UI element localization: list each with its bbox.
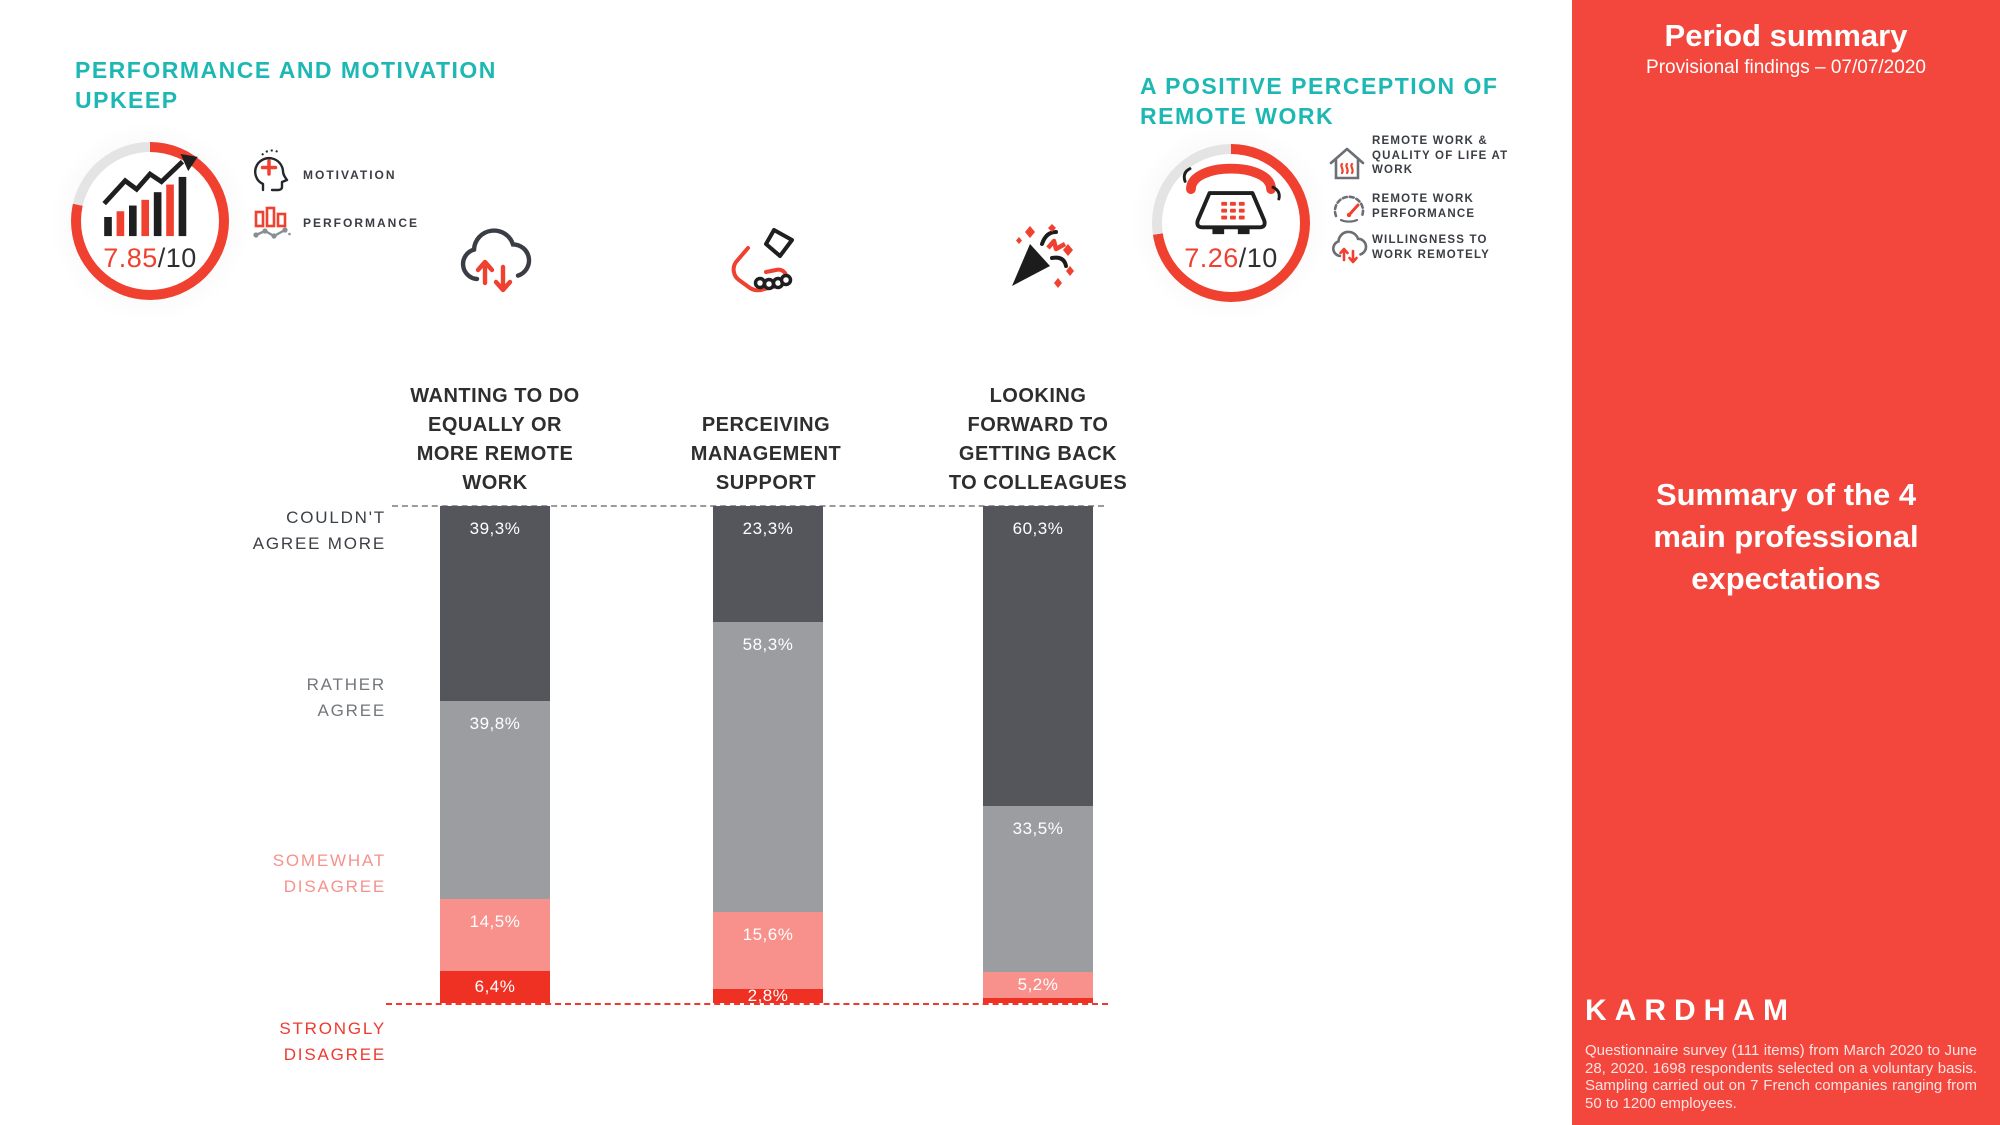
column-header: WANTING TO DO EQUALLY OR MORE REMOTE WORK [410,382,579,498]
bar-segment: 5,2% [983,972,1093,999]
right-panel-title-line2: REMOTE WORK [1140,101,1498,131]
column-header-line: LOOKING [989,385,1087,407]
column-header-line: WORK [462,472,528,494]
column-header: LOOKING FORWARD TO GETTING BACK TO COLLEAGU… [949,382,1127,498]
column-header-line: GETTING BACK [958,443,1118,465]
legend-performance [252,204,292,247]
handshake-icon [731,228,794,293]
left-gauge-score: 7.85/10 [71,243,229,274]
left-score-value: 7.85 [103,243,158,273]
row-label: RATHER AGREE [306,675,386,720]
bar-value-label: 39,3% [469,519,521,538]
bar-segment: 2,8% [713,986,823,1006]
bar-segment: 60,3% [983,506,1093,806]
legend-willingness-label: WILLINGNESS TO WORK REMOTELY [1372,234,1491,261]
motivation-head-icon [254,149,289,192]
sidebar-footnote: Questionnaire survey (111 items) from Ma… [1585,1042,1977,1112]
bar-segment [983,998,1093,1003]
bar-value-label: 39,8% [469,714,521,734]
bar-value-label: 33,5% [1012,818,1064,838]
bar-segment: 33,5% [983,805,1093,973]
bar-value-label: 60,3% [1012,519,1064,538]
column-header-line: MORE REMOTE [416,443,574,465]
speedometer-icon [1333,195,1365,223]
bar-value-label: 5,2% [1017,975,1059,995]
home-quality-icon [1329,147,1365,180]
right-score-value: 7.26 [1184,243,1239,273]
bar-value-label: 23,3% [742,519,794,538]
bar-value-label: 6,4% [474,977,516,997]
bar-segment: 6,4% [440,971,550,1003]
bar-segment: 39,3% [440,506,550,702]
column-header-line: MANAGEMENT [690,443,842,465]
left-score-suffix: /10 [157,243,197,273]
column-header-line: WANTING TO DO [410,385,580,407]
column-header-line: FORWARD TO [967,414,1109,436]
sidebar-headline: Summary of the 4 main professional expec… [1653,477,1919,596]
legend-quality-label: REMOTE WORK & QUALITY OF LIFE AT WORK [1372,135,1509,176]
row-label: STRONGLY DISAGREE [279,1019,386,1064]
sidebar: Period summary Provisional findings – 07… [1572,0,2000,1125]
right-panel-title-line1: A POSITIVE PERCEPTION OF [1140,73,1499,99]
column-header-line: TO COLLEAGUES [948,472,1128,494]
stacked-bar: 60,3% 33,5% 5,2% [983,506,1093,1003]
bar-value-label: 58,3% [742,634,794,654]
disagree-bottom-dashed-line [386,1003,1108,1005]
performance-bars-icon [253,206,291,239]
legend-motivation [250,148,290,197]
stacked-bar: 23,3% 58,3% 15,6% 2,8% [713,506,823,1006]
plot-area: 39,3% 39,8% 14,5% 6,4% 23,3% 58,3% 15,6% 2,8% 60… [390,506,1105,1006]
sidebar-subtitle: Provisional findings – 07/07/2020 [1646,57,1926,78]
column-header-line: EQUALLY OR [428,414,562,436]
bar-segment: 58,3% [713,621,823,912]
bar-value-label: 2,8% [747,986,789,1006]
bar-value-label: 14,5% [469,912,521,932]
legend-performance-label: PERFORMANCE [303,216,420,230]
row-label: COULDN'T AGREE MORE [252,508,386,553]
column-back-to-colleagues: LOOKING FORWARD TO GETTING BACK TO COLLEAGU… [923,222,1153,498]
sidebar-title: Period summary [1664,18,1908,53]
growth-chart-icon [102,154,198,237]
bar-segment: 15,6% [713,911,823,990]
stacked-bar: 39,3% 39,8% 14,5% 6,4% [440,506,550,1003]
legend-willingness [1330,230,1368,271]
bar-value-label: 15,6% [742,924,794,944]
legend-motivation-label: MOTIVATION [303,168,397,182]
legend-quality [1328,146,1366,187]
column-header-line: PERCEIVING [701,414,831,436]
bar-segment: 39,8% [440,701,550,900]
cloud-up-down-icon [460,228,532,293]
legend-rw-performance-label: REMOTE WORK PERFORMANCE [1372,193,1476,220]
column-header: PERCEIVING MANAGEMENT SUPPORT [691,411,842,498]
cloud-arrows-icon [1332,230,1368,264]
column-remote-work: WANTING TO DO EQUALLY OR MORE REMOTE WORK [380,222,610,498]
right-score-suffix: /10 [1238,243,1278,273]
bar-segment: 14,5% [440,899,550,972]
left-panel-title-line1: PERFORMANCE AND MOTIVATION [75,57,497,83]
telephone-icon [1182,163,1281,235]
right-gauge-score: 7.26/10 [1152,243,1310,274]
legend-rw-performance [1330,190,1368,229]
party-popper-icon [1012,224,1074,288]
column-header-line: SUPPORT [715,472,817,494]
row-label: SOMEWHAT DISAGREE [272,851,386,896]
left-panel-title: PERFORMANCE AND MOTIVATION UPKEEP [75,55,497,115]
right-panel-title: A POSITIVE PERCEPTION OF REMOTE WORK [1140,71,1498,131]
bar-segment: 23,3% [713,506,823,622]
left-panel-title-line2: UPKEEP [75,87,179,113]
kardham-logo: KARDHAM [1585,994,1796,1027]
column-management-support: PERCEIVING MANAGEMENT SUPPORT [651,222,881,498]
